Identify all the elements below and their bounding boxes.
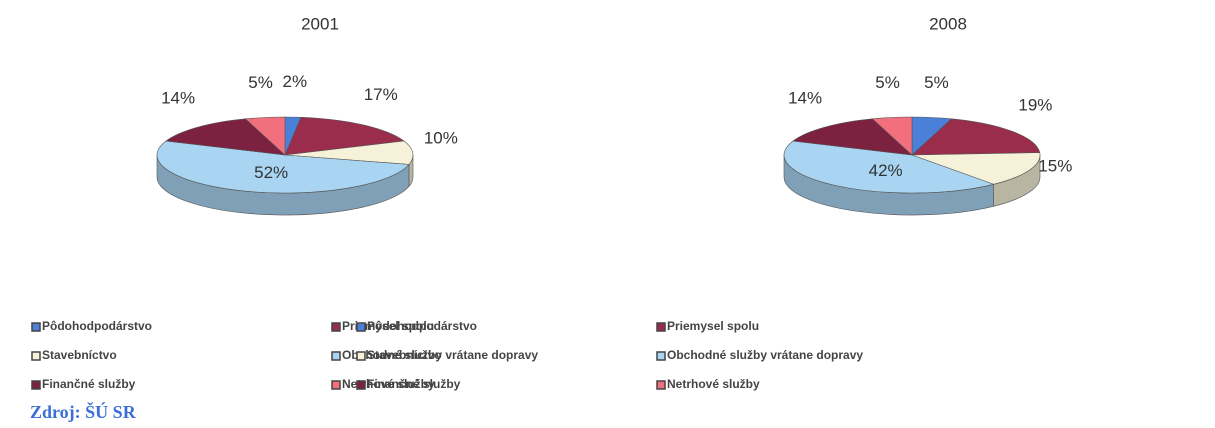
legend-swatch (331, 380, 341, 390)
legend-swatch (331, 322, 341, 332)
data-label: 14% (161, 88, 195, 107)
legend-swatch (331, 351, 341, 361)
legend-swatch (31, 322, 41, 332)
data-label: 15% (1038, 156, 1072, 175)
legend-swatch (356, 380, 366, 390)
legend-label: Netrhové služby (667, 377, 760, 391)
legend-label: Obchodné služby vrátane dopravy (342, 348, 538, 362)
data-label: 2% (283, 72, 308, 91)
slice (156, 140, 410, 194)
legend-swatch (656, 380, 666, 390)
data-label: 17% (364, 85, 398, 104)
legend-label: Finančné služby (42, 377, 136, 391)
legend-label: Finančné služby (367, 377, 461, 391)
slice (911, 152, 1041, 185)
data-label: 10% (424, 129, 458, 148)
data-label: 14% (788, 88, 822, 107)
legend-swatch (656, 351, 666, 361)
chart-title: 2001 (301, 14, 339, 33)
legend-swatch (656, 322, 666, 332)
data-label: 52% (254, 163, 288, 182)
legend-label: Priemysel spolu (667, 319, 759, 333)
legend-swatch (31, 380, 41, 390)
data-label: 5% (924, 73, 949, 92)
data-label: 5% (248, 73, 273, 92)
legend-swatch (31, 351, 41, 361)
legend-label: Pôdohodpodárstvo (367, 319, 477, 333)
legend-label: Stavebníctvo (42, 348, 117, 362)
data-label: 42% (869, 161, 903, 180)
legend-swatch (356, 322, 366, 332)
legend-label: Obchodné služby vrátane dopravy (667, 348, 863, 362)
data-label: 5% (875, 73, 900, 92)
source: Zdroj: ŠÚ SR (30, 401, 137, 422)
slice (284, 116, 405, 156)
slice (911, 118, 1041, 156)
slice (244, 116, 286, 156)
legend-label: Stavebníctvo (367, 348, 442, 362)
legend-swatch (356, 351, 366, 361)
slice (783, 140, 995, 194)
chart-title: 2008 (929, 14, 967, 33)
legend-label: Pôdohodpodárstvo (42, 319, 152, 333)
slice (871, 116, 913, 156)
slice (284, 140, 414, 165)
data-label: 19% (1018, 95, 1052, 114)
